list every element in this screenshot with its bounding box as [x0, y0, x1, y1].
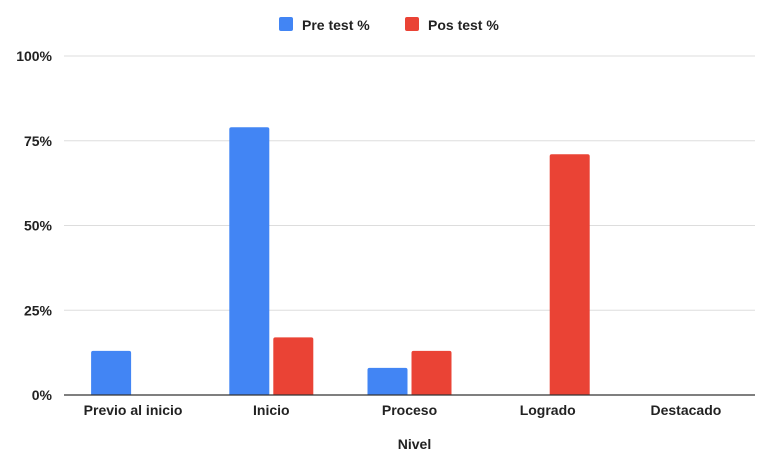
y-axis-ticks: 0% 25% 50% 75% 100%: [16, 48, 52, 403]
y-tick-label: 50%: [24, 218, 53, 234]
y-tick-label: 100%: [16, 48, 52, 64]
x-tick-label: Logrado: [520, 402, 576, 418]
legend: Pre test % Pos test %: [279, 17, 499, 33]
bar-pos-test-logrado: [549, 154, 590, 395]
y-tick-label: 25%: [24, 302, 53, 318]
bar-pos-test-proceso: [411, 350, 452, 395]
x-axis-labels: Previo al inicio Inicio Proceso Logrado Dest…: [84, 402, 722, 418]
bars: [91, 127, 590, 395]
x-tick-label: Destacado: [650, 402, 721, 418]
x-tick-label: Inicio: [253, 402, 290, 418]
bar-pre-test-previo-al-inicio: [91, 350, 132, 395]
gridlines: [64, 55, 755, 311]
x-tick-label: Proceso: [382, 402, 437, 418]
legend-swatch: [279, 17, 293, 31]
bar-pre-test-inicio: [229, 127, 270, 395]
bar-pre-test-proceso: [367, 367, 408, 395]
y-tick-label: 0%: [32, 387, 53, 403]
x-tick-label: Previo al inicio: [84, 402, 183, 418]
y-tick-label: 75%: [24, 133, 53, 149]
bar-pos-test-inicio: [273, 337, 314, 395]
legend-label: Pre test %: [302, 17, 370, 33]
x-axis-title: Nivel: [398, 436, 431, 452]
legend-label: Pos test %: [428, 17, 499, 33]
legend-swatch: [405, 17, 419, 31]
